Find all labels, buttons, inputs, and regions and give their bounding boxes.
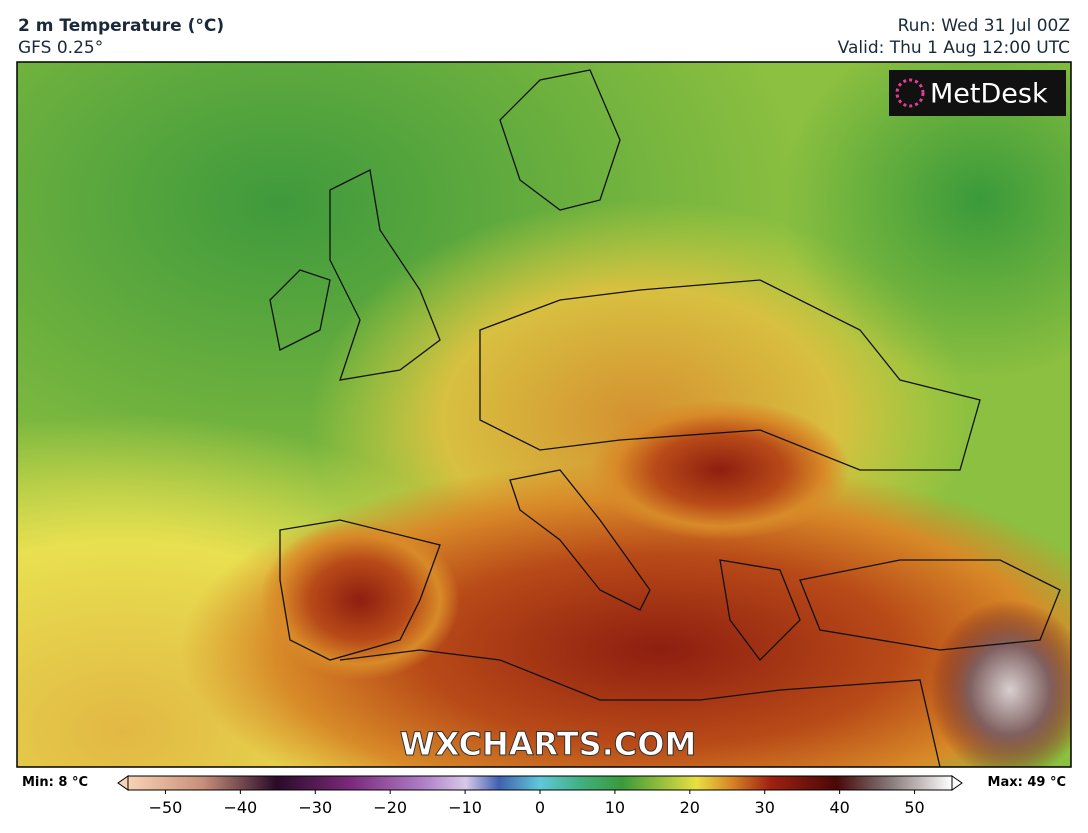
tick-label: 20	[680, 798, 700, 817]
watermark: WXCHARTS.COM	[400, 725, 697, 763]
colorbar-arrow	[951, 775, 963, 791]
map-frame	[16, 61, 1072, 768]
title: 2 m Temperature (°C)	[18, 16, 224, 36]
tick-label: −20	[373, 798, 407, 817]
tick-label: −40	[223, 798, 257, 817]
map: WXCHARTS.COM	[17, 62, 1071, 767]
colorbar-scale	[127, 775, 953, 791]
tick-label: 40	[829, 798, 849, 817]
max-label: Max: 49 °C	[988, 775, 1066, 790]
valid-time: Valid: Thu 1 Aug 12:00 UTC	[838, 38, 1070, 58]
run-time: Run: Wed 31 Jul 00Z	[898, 16, 1070, 36]
tick-label: −30	[298, 798, 332, 817]
tick-label: −50	[149, 798, 183, 817]
logo-box	[889, 70, 1066, 116]
subtitle: GFS 0.25°	[18, 38, 103, 58]
colorbar-arrow	[117, 775, 129, 791]
min-label: Min: 8 °C	[22, 775, 88, 790]
tick-label: 50	[904, 798, 924, 817]
logo-icon	[895, 78, 925, 108]
tick-label: 0	[535, 798, 545, 817]
tick-label: 10	[605, 798, 625, 817]
tick-label: −10	[448, 798, 482, 817]
tick-label: 30	[755, 798, 775, 817]
logo: MetDesk	[930, 79, 1048, 110]
